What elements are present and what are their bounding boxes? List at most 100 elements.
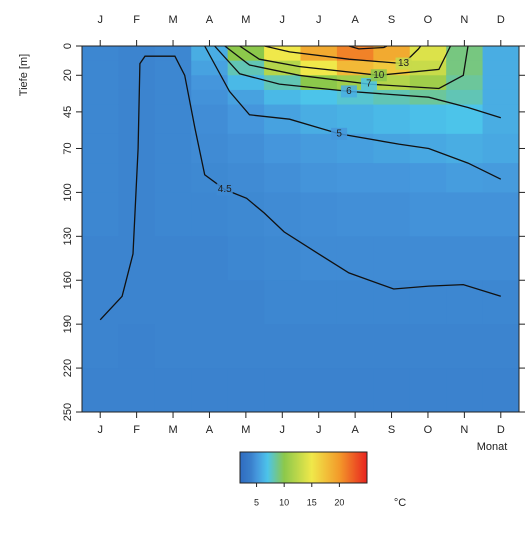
contour-label-bg (331, 127, 348, 140)
heat-cell (264, 280, 301, 325)
heat-cell (373, 89, 411, 106)
heat-cell (191, 280, 229, 325)
heat-cell (336, 368, 374, 413)
x-tick-label: S (388, 14, 395, 26)
heat-cell (191, 60, 229, 76)
heat-cell (118, 192, 156, 237)
heat-cell (191, 46, 229, 62)
heat-cell (482, 60, 520, 76)
heat-cell (482, 133, 520, 164)
heat-cell (409, 192, 447, 237)
contour-label: 7 (366, 79, 372, 90)
heat-cell (373, 368, 411, 413)
heat-cell (482, 368, 520, 413)
heat-cell (336, 163, 374, 193)
heat-cell (373, 163, 411, 193)
heat-cell (118, 60, 156, 76)
heat-cell (82, 46, 119, 62)
contour-line (239, 45, 452, 76)
heat-cell (154, 104, 192, 135)
heat-cell (446, 133, 484, 164)
heat-cell (409, 324, 447, 369)
x-tick-label: M (168, 424, 177, 436)
x-tick-label: S (388, 424, 395, 436)
colorbar-tick-label: 10 (279, 497, 289, 507)
heat-cell (373, 46, 411, 62)
heat-cell (154, 46, 192, 62)
x-tick-label: M (168, 14, 177, 26)
heat-cell (300, 324, 338, 369)
contour-label: 6 (346, 86, 352, 97)
contour-label: 4.5 (218, 184, 232, 195)
heat-cell (336, 324, 374, 369)
x-axis-label: Monat (477, 441, 508, 453)
x-tick-label: J (316, 14, 322, 26)
heat-cell (264, 133, 301, 164)
heat-cell (446, 236, 484, 281)
contour-line (99, 55, 501, 321)
x-tick-label: J (316, 424, 322, 436)
x-tick-label: M (241, 424, 250, 436)
y-axis-label: Tiefe [m] (18, 54, 30, 96)
y-tick-label: 130 (62, 227, 74, 245)
heat-cell (118, 46, 156, 62)
heat-cell (191, 324, 229, 369)
x-tick-label: F (133, 14, 140, 26)
x-tick-label: A (351, 14, 359, 26)
heat-cell (154, 60, 192, 76)
heat-cell (227, 163, 265, 193)
heat-cell (154, 280, 192, 325)
heat-cell (373, 192, 411, 237)
x-tick-label: O (424, 14, 433, 26)
heat-cell (82, 324, 119, 369)
heat-cell (300, 236, 338, 281)
heat-cell (264, 104, 301, 135)
heat-cell (446, 46, 484, 62)
heat-cell (227, 46, 265, 62)
heat-cell (482, 75, 520, 91)
heat-cell (336, 280, 374, 325)
heat-cell (227, 324, 265, 369)
heat-cell (446, 280, 484, 325)
heat-cell (482, 46, 520, 62)
colorbar (239, 451, 368, 484)
x-tick-label: F (133, 424, 140, 436)
heat-cell (300, 46, 338, 62)
heat-cell (300, 368, 338, 413)
heat-cell (118, 133, 156, 164)
contour-label-bg (370, 69, 387, 82)
heat-cell (191, 89, 229, 106)
heat-cell (227, 192, 265, 237)
heat-cell (336, 192, 374, 237)
x-tick-label: A (206, 14, 214, 26)
heat-cell (409, 163, 447, 193)
heat-cell (264, 324, 301, 369)
heat-cell (264, 368, 301, 413)
heat-cell (482, 192, 520, 237)
heat-cell (409, 104, 447, 135)
heat-cell (409, 236, 447, 281)
heat-cell (227, 75, 265, 91)
heat-cell (191, 104, 229, 135)
heat-cell (227, 280, 265, 325)
x-tick-label: A (351, 424, 359, 436)
heat-cell (82, 236, 119, 281)
heat-cell (82, 60, 119, 76)
heat-cell (154, 75, 192, 91)
heat-cell (191, 368, 229, 413)
x-tick-label: N (460, 14, 468, 26)
heat-cell (191, 236, 229, 281)
heat-cell (82, 280, 119, 325)
heat-cell (227, 236, 265, 281)
heat-cell (446, 324, 484, 369)
heat-cell (82, 133, 119, 164)
y-tick-label: 250 (62, 403, 74, 421)
heat-cell (482, 280, 520, 325)
heat-cell (482, 324, 520, 369)
heat-cell (409, 46, 447, 62)
heat-cell (264, 163, 301, 193)
heat-cell (264, 236, 301, 281)
heat-cell (446, 368, 484, 413)
heat-cell (482, 163, 520, 193)
